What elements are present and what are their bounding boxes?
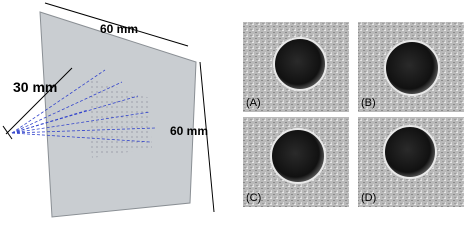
distance-label: 30 mm [13, 79, 57, 95]
diagram: 60 mm 30 mm 60 mm [2, 2, 215, 218]
height-label: 60 mm [170, 124, 208, 138]
micrograph: (C) [243, 117, 349, 207]
dimension-line [5, 67, 73, 135]
micrograph: (A) [243, 22, 349, 112]
figure: 60 mm 30 mm 60 mm (A) (B) (C) (D) [2, 2, 464, 218]
width-label: 60 mm [100, 22, 138, 36]
dimension-line [199, 61, 215, 213]
panel-label: (A) [246, 97, 261, 109]
micrograph: (B) [358, 22, 464, 112]
panel-label: (D) [361, 192, 376, 204]
panel-label: (C) [246, 192, 261, 204]
page: {"labels": {"plate_width": "60 mm", "dis… [2, 2, 464, 218]
dimension-line [44, 2, 189, 47]
target-grid [88, 78, 152, 158]
dimension-tick [2, 125, 13, 140]
beam-paths [11, 69, 156, 143]
micrograph: (D) [358, 117, 464, 207]
panel-label: (B) [361, 97, 376, 109]
